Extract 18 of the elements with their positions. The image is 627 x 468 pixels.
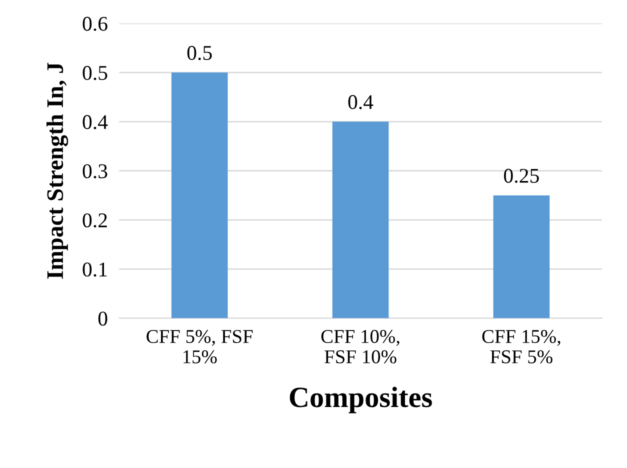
data-label: 0.5 [187, 46, 212, 60]
y-tick-label: 0.5 [82, 66, 108, 80]
y-tick-label: 0.6 [82, 16, 108, 31]
data-label: 0.4 [348, 95, 374, 110]
y-tick-label: 0 [98, 312, 108, 326]
y-axis-title: Impact Strength In, J [46, 62, 68, 279]
y-tick-label: 0.2 [82, 213, 107, 228]
y-tick-label: 0.4 [82, 115, 108, 130]
bar [171, 72, 228, 318]
bar [332, 122, 389, 318]
x-tick-label: CFF 15%, FSF 5% [482, 330, 560, 364]
y-tick-label: 0.3 [82, 164, 108, 178]
x-tick-label: CFF 5%, FSF 15% [146, 330, 253, 364]
data-label: 0.25 [504, 168, 539, 183]
x-tick-label: CFF 10%, FSF 10% [321, 330, 400, 364]
x-axis-title: Composites [290, 386, 432, 414]
bar [493, 195, 550, 318]
y-tick-label: 0.1 [82, 262, 107, 277]
